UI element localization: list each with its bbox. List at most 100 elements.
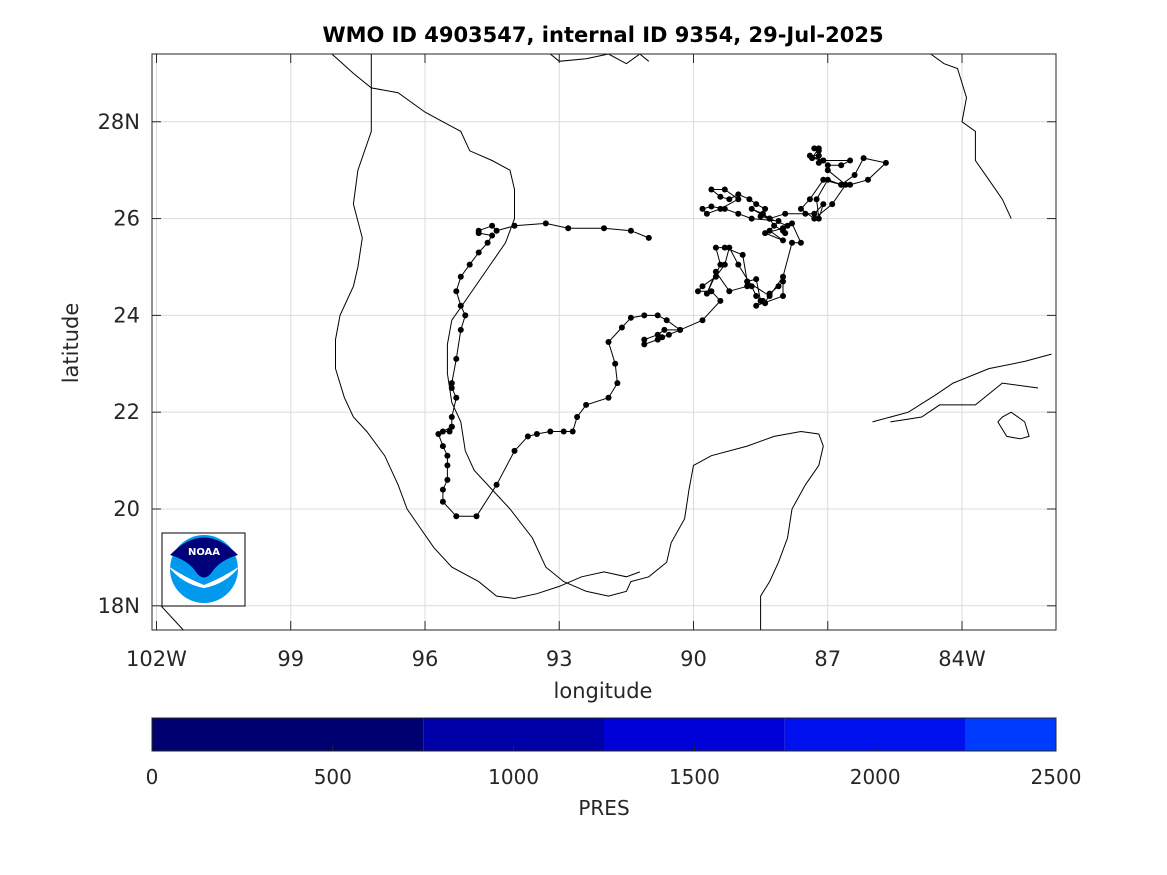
profile-point-51: [627, 314, 634, 321]
profile-point-14: [457, 273, 464, 280]
colorbar-ticks: 0 500 1000 1500 2000 2500: [146, 745, 1082, 789]
profile-point-163: [815, 159, 822, 166]
noaa-logo: NOAA: [161, 532, 246, 607]
profile-point-134: [820, 201, 827, 208]
coastline-7: [160, 605, 184, 630]
profile-point-1: [627, 227, 634, 234]
colorbar-tick-label-5: 2500: [1031, 765, 1082, 789]
profile-point-74: [753, 293, 760, 299]
noaa-logo-bird-shape: [170, 537, 238, 578]
profile-point-46: [605, 394, 612, 401]
profile-point-116: [735, 191, 742, 198]
profile-point-117: [746, 196, 753, 203]
profile-point-71: [726, 244, 733, 251]
profile-point-66: [708, 288, 715, 295]
profile-point-145: [820, 176, 827, 183]
x-tick-label-3: 93: [546, 647, 573, 671]
profile-point-18: [457, 326, 464, 333]
profile-point-154: [847, 157, 854, 164]
profile-point-28: [435, 431, 442, 437]
profile-point-70: [721, 261, 728, 268]
profile-point-147: [797, 205, 804, 212]
profile-point-128: [748, 205, 755, 212]
profile-point-43: [569, 428, 576, 435]
profile-point-57: [659, 334, 666, 341]
profile-point-0: [645, 234, 652, 241]
profile-point-129: [759, 210, 766, 217]
profile-point-6: [493, 227, 500, 234]
coastline-5: [890, 382, 1039, 423]
profile-point-10: [489, 232, 496, 239]
profile-point-109: [703, 210, 710, 217]
profile-point-162: [820, 157, 827, 164]
profile-point-3: [565, 225, 572, 232]
map-plot-area: [152, 54, 1056, 630]
profile-point-73: [748, 283, 755, 290]
profile-point-63: [677, 326, 684, 333]
profile-point-92: [739, 251, 746, 258]
profile-point-12: [475, 249, 482, 256]
colorbar-tick-label-3: 1500: [669, 765, 720, 789]
profile-point-37: [493, 481, 500, 488]
profile-point-15: [453, 288, 460, 295]
profile-point-81: [753, 302, 760, 309]
profile-point-82: [757, 297, 764, 304]
profile-point-151: [824, 167, 831, 174]
profile-point-65: [717, 297, 724, 304]
profile-point-124: [782, 230, 789, 237]
profile-point-21: [448, 385, 455, 391]
coastline-6: [997, 411, 1030, 440]
profile-point-27: [448, 423, 455, 430]
colorbar-tick-label-1: 500: [314, 765, 352, 789]
profile-point-78: [775, 283, 782, 290]
profile-point-96: [789, 239, 795, 246]
profile-point-76: [762, 300, 769, 307]
y-tick-label-2: 22: [113, 400, 140, 424]
profile-point-56: [665, 331, 672, 338]
profile-point-35: [453, 513, 460, 520]
profile-point-13: [466, 261, 473, 268]
colorbar-segment-4: [965, 718, 1056, 751]
profile-point-160: [815, 145, 822, 152]
x-tick-label-5: 87: [814, 647, 841, 671]
profile-point-150: [842, 181, 849, 188]
profile-point-16: [457, 302, 464, 309]
profile-point-44: [574, 414, 581, 420]
profile-point-103: [775, 218, 782, 224]
profile-point-19: [453, 355, 460, 362]
profile-point-122: [771, 222, 778, 229]
y-tick-label-3: 24: [113, 303, 140, 327]
coastline-layer: [160, 54, 1052, 630]
profile-point-86: [726, 288, 733, 295]
profile-point-87: [712, 268, 719, 275]
profile-point-133: [811, 210, 818, 217]
profile-point-119: [762, 205, 769, 212]
colorbar-tick-label-4: 2000: [850, 765, 901, 789]
profile-point-95: [780, 273, 786, 280]
profile-point-47: [614, 380, 621, 387]
profile-point-29: [439, 443, 446, 450]
coastline-4: [872, 353, 1052, 423]
x-axis-label: longitude: [554, 679, 653, 703]
profile-point-149: [829, 201, 836, 208]
profile-point-61: [654, 331, 661, 338]
profile-point-41: [547, 428, 554, 435]
x-tick-label-1: 99: [277, 647, 304, 671]
profile-point-4: [542, 220, 549, 227]
profile-point-80: [780, 293, 786, 299]
profile-point-102: [766, 227, 773, 234]
x-tick-label-0: 102W: [126, 647, 187, 671]
coastline-3: [930, 54, 1012, 219]
profile-point-90: [712, 244, 719, 251]
profile-point-113: [708, 186, 715, 193]
float-track-layer: [435, 145, 889, 520]
y-axis-ticks: 18N 20 22 24 26 28N: [98, 110, 1056, 618]
x-tick-label-6: 84W: [938, 647, 986, 671]
profile-point-159: [811, 145, 818, 152]
profile-point-153: [838, 162, 845, 169]
profile-point-157: [815, 152, 822, 159]
x-axis-ticks: 102W 99 96 93 90 87 84W: [126, 54, 986, 671]
profile-point-31: [444, 462, 451, 469]
profile-point-58: [654, 336, 661, 343]
